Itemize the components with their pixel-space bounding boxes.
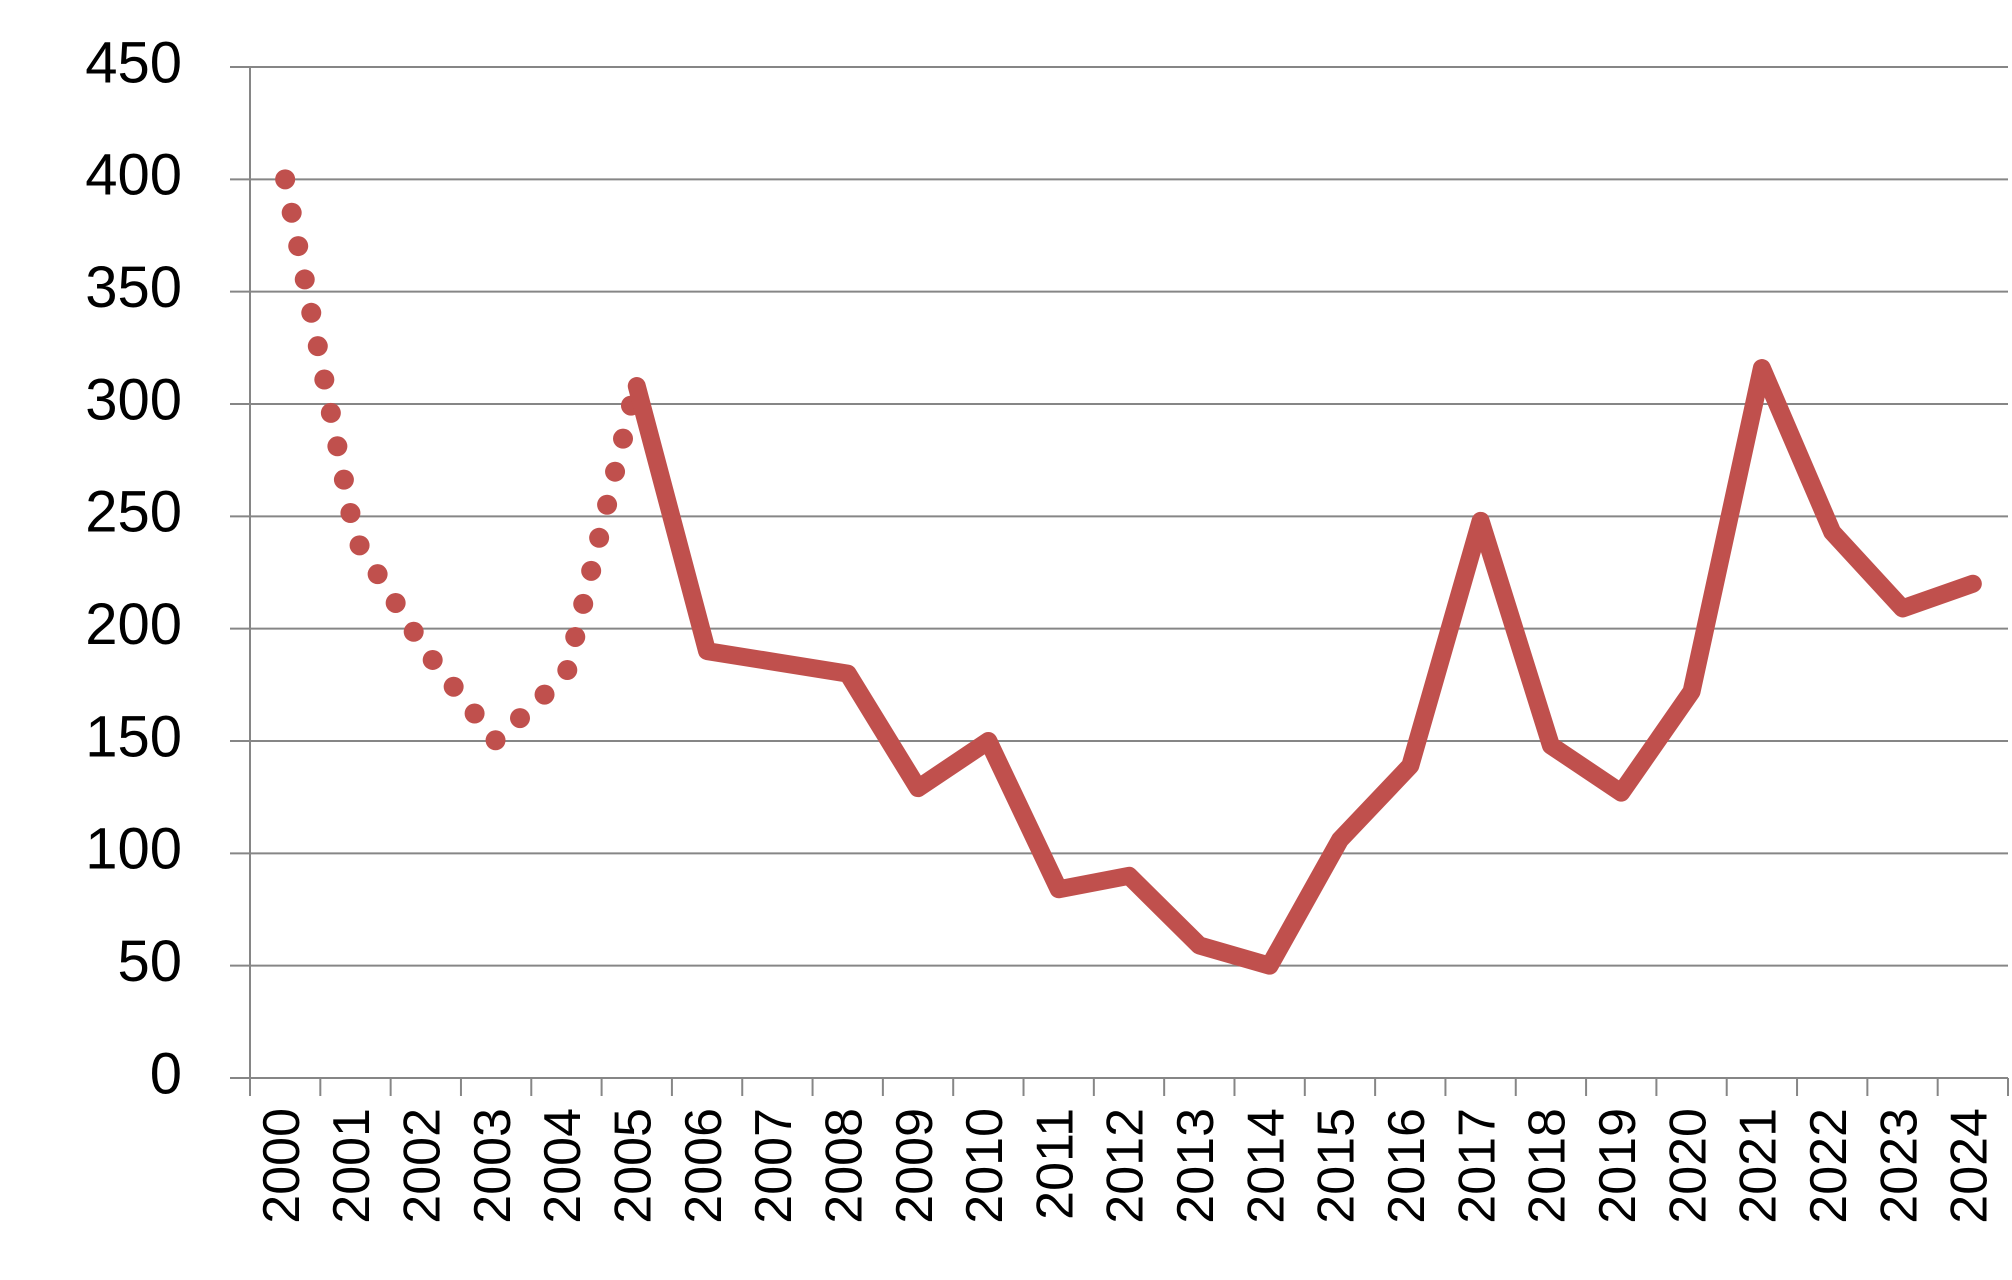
x-tick-label: 2023	[1870, 1108, 1928, 1224]
x-tick-label: 2013	[1167, 1108, 1225, 1224]
x-tick-label: 2004	[534, 1108, 592, 1224]
x-tick-label: 2008	[815, 1108, 873, 1224]
y-tick-label: 100	[85, 817, 182, 882]
x-tick-label: 2001	[323, 1108, 381, 1224]
x-tick-label: 2000	[253, 1108, 311, 1224]
x-tick-label: 2009	[886, 1108, 944, 1224]
x-tick-label: 2011	[1026, 1108, 1084, 1220]
x-tick-label: 2002	[394, 1108, 452, 1224]
x-tick-label: 2005	[604, 1108, 662, 1224]
x-tick-label: 2006	[675, 1108, 733, 1224]
x-tick-label: 2022	[1800, 1108, 1858, 1224]
y-tick-label: 400	[85, 143, 182, 208]
x-tick-label: 2019	[1589, 1108, 1647, 1224]
y-tick-label: 50	[117, 929, 182, 994]
y-tick-label: 450	[85, 30, 182, 95]
x-tick-label: 2003	[464, 1108, 522, 1224]
data-line	[275, 169, 647, 751]
x-tick-label: 2016	[1378, 1108, 1436, 1224]
y-tick-label: 350	[85, 255, 182, 320]
y-tick-label: 0	[150, 1041, 182, 1106]
data-line	[627, 359, 1982, 975]
x-tick-label: 2017	[1448, 1108, 1506, 1224]
y-tick-label: 150	[85, 704, 182, 769]
x-tick-label: 2010	[956, 1108, 1014, 1224]
x-tick-label: 2007	[745, 1108, 803, 1224]
y-tick-label: 250	[85, 480, 182, 545]
y-tick-label: 300	[85, 367, 182, 432]
x-tick-label: 2014	[1237, 1108, 1295, 1224]
x-tick-label: 2021	[1730, 1108, 1788, 1224]
x-tick-label: 2024	[1941, 1108, 1999, 1224]
x-tick-label: 2015	[1308, 1108, 1366, 1224]
y-tick-label: 200	[85, 592, 182, 657]
x-tick-label: 2020	[1659, 1108, 1717, 1224]
x-tick-label: 2012	[1097, 1108, 1155, 1224]
x-tick-label: 2018	[1519, 1108, 1577, 1224]
